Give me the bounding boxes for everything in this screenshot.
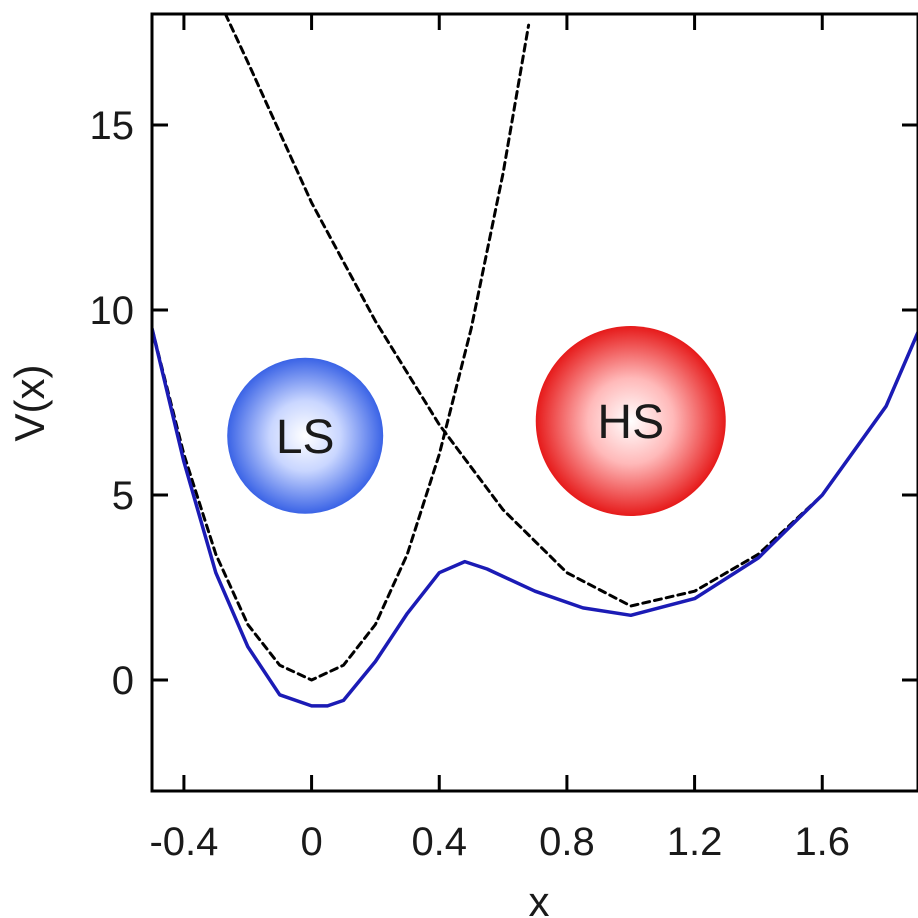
x-tick-label: 0 (300, 820, 322, 864)
series-line-3 (152, 326, 918, 708)
hs-label: HS (597, 396, 664, 449)
curves (152, 14, 918, 708)
y-axis-title: V(x) (6, 365, 53, 442)
x-tick-label: 0.4 (411, 820, 467, 864)
axis-ticks (152, 14, 918, 791)
series-line-2 (223, 14, 918, 608)
x-axis-title: x (529, 878, 550, 918)
plot-frame (150, 12, 918, 793)
y-tick-label: 5 (112, 474, 134, 518)
hs-sphere (535, 326, 726, 516)
y-tick-label: 0 (112, 659, 134, 703)
tick-labels: -0.4 0 0.4 0.8 1.2 1.6 0 5 10 15 (90, 104, 851, 864)
series-line-1 (152, 23, 531, 682)
x-tick-label: 1.2 (667, 820, 723, 864)
x-tick-label: -0.4 (149, 820, 218, 864)
state-spheres: LS HS (227, 326, 726, 516)
x-tick-label: 0.8 (539, 820, 595, 864)
y-tick-label: 15 (90, 104, 135, 148)
x-tick-label: 1.6 (794, 820, 850, 864)
ls-label: LS (276, 411, 335, 464)
ls-sphere (227, 357, 384, 514)
y-tick-label: 10 (90, 289, 135, 333)
